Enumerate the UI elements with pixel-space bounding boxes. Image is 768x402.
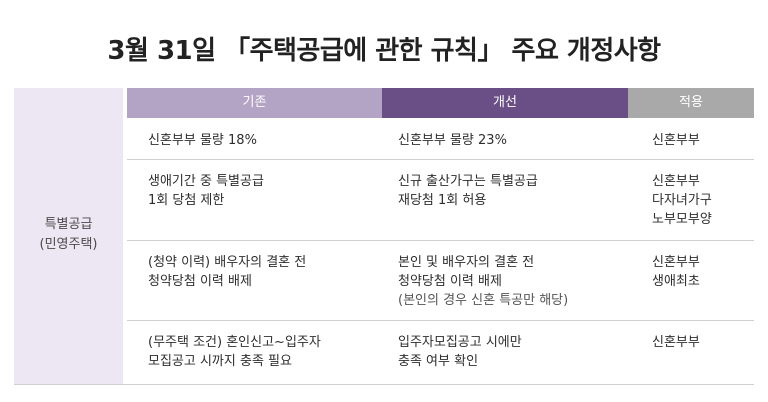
row4-old-line2: 모집공고 시까지 충족 필요 [148, 354, 292, 369]
row4-old-line1: (무주택 조건) 혼인신고~입주자 [148, 335, 321, 350]
row3-new-line1: 본인 및 배우자의 결혼 전 [398, 255, 535, 270]
row2-apply-line1: 신혼부부 [652, 174, 700, 189]
row2-apply-line3: 노부모부양 [652, 212, 712, 227]
category-label-line1: 특별공급 [44, 217, 93, 232]
page-title: 3월 31일 「주택공급에 관한 규칙」 주요 개정사항 [107, 36, 661, 66]
header-apply: 적용 [628, 88, 754, 118]
row4-new-line2: 충족 여부 확인 [398, 354, 479, 369]
row3-old-line2: 청약당첨 이력 배제 [148, 274, 252, 289]
row3-new-line3: (본인의 경우 신혼 특공만 해당) [398, 293, 569, 308]
row-divider [127, 240, 754, 241]
header-old: 기존 [127, 88, 382, 118]
row1-new-line1: 신혼부부 물량 23% [398, 133, 507, 148]
row4-apply-line1: 신혼부부 [652, 335, 700, 350]
row1-old: 신혼부부 물량 18% [148, 131, 257, 150]
row4-old: (무주택 조건) 혼인신고~입주자 모집공고 시까지 충족 필요 [148, 333, 321, 371]
row3-old-line1: (청약 이력) 배우자의 결혼 전 [148, 255, 307, 270]
row2-old-line1: 생애기간 중 특별공급 [148, 174, 264, 189]
row1-apply-line1: 신혼부부 [652, 133, 700, 148]
row3-new-line2: 청약당첨 이력 배제 [398, 274, 502, 289]
header-new-arrow [612, 88, 626, 118]
row2-new: 신규 출산가구는 특별공급 재당첨 1회 허용 [398, 172, 538, 210]
row3-new: 본인 및 배우자의 결혼 전 청약당첨 이력 배제 (본인의 경우 신혼 특공만… [398, 253, 568, 310]
header-new: 개선 [382, 88, 628, 118]
category-label-line2: (민영주택) [39, 237, 98, 252]
row2-new-line1: 신규 출산가구는 특별공급 [398, 174, 538, 189]
row2-old: 생애기간 중 특별공급 1회 당첨 제한 [148, 172, 264, 210]
row2-apply-line2: 다자녀가구 [652, 193, 712, 208]
row3-apply-line1: 신혼부부 [652, 255, 700, 270]
table-bottom-border [14, 384, 754, 385]
row1-apply: 신혼부부 [652, 131, 700, 150]
row2-new-line2: 재당첨 1회 허용 [398, 193, 487, 208]
row3-old: (청약 이력) 배우자의 결혼 전 청약당첨 이력 배제 [148, 253, 306, 291]
row1-new: 신혼부부 물량 23% [398, 131, 507, 150]
row3-apply: 신혼부부 생애최초 [652, 253, 700, 291]
category-label: 특별공급 (민영주택) [14, 215, 123, 255]
row-divider [127, 320, 754, 321]
row3-apply-line2: 생애최초 [652, 274, 700, 289]
row4-new-line1: 입주자모집공고 시에만 [398, 335, 522, 350]
row1-old-line1: 신혼부부 물량 18% [148, 133, 257, 148]
row-divider [127, 159, 754, 160]
row2-apply: 신혼부부 다자녀가구 노부모부양 [652, 172, 712, 229]
category-column [14, 88, 123, 384]
row2-old-line2: 1회 당첨 제한 [148, 193, 225, 208]
row4-new: 입주자모집공고 시에만 충족 여부 확인 [398, 333, 522, 371]
row4-apply: 신혼부부 [652, 333, 700, 352]
